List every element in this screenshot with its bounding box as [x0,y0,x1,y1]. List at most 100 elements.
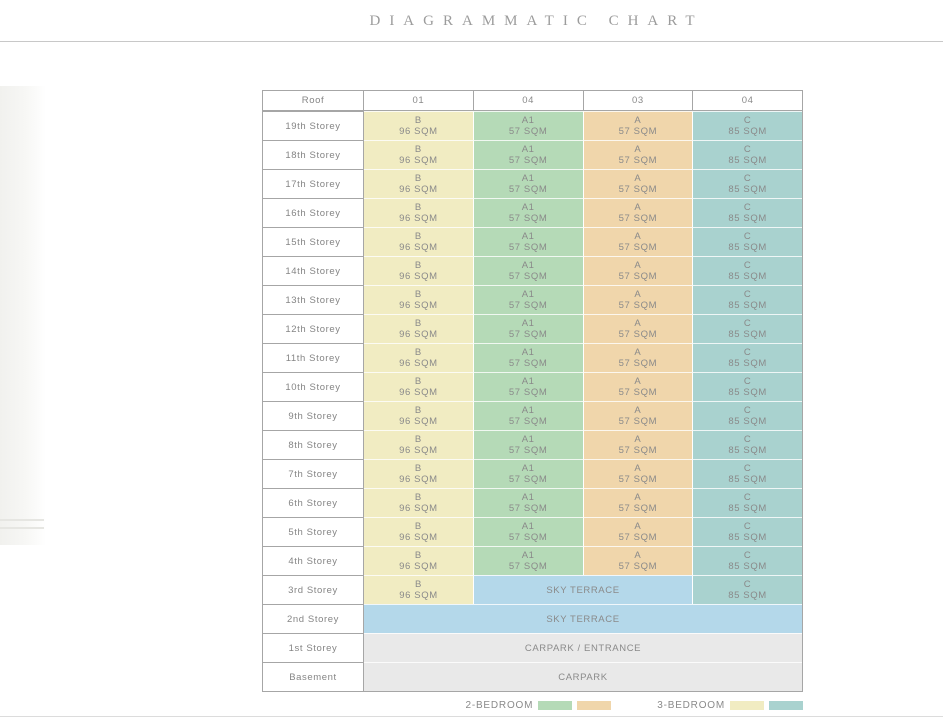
unit-type-label: C [743,347,752,358]
table-row: 12th Storey B 96 SQM A1 57 SQM A 57 SQM C 85 SQM [263,314,802,343]
unit-cell: C 85 SQM [692,227,802,256]
unit-type-label: A [634,376,642,387]
unit-area-label: 57 SQM [618,474,658,485]
unit-type-label: A1 [521,173,535,184]
unit-cell: C 85 SQM [692,575,802,604]
unit-area-label: 96 SQM [399,213,438,224]
unit-type-label: B [414,260,422,271]
unit-area-label: 85 SQM [728,126,767,137]
storey-label: 17th Storey [263,169,364,198]
unit-cell: C 85 SQM [692,372,802,401]
unit-type-label: A1 [521,405,535,416]
unit-cell: A 57 SQM [582,546,693,575]
unit-cell: A1 57 SQM [472,285,583,314]
table-row: 8th Storey B 96 SQM A1 57 SQM A 57 SQM C 85 SQM [263,430,802,459]
page-header: DIAGRAMMATIC CHART [130,12,943,30]
unit-area-label: 96 SQM [399,416,438,427]
unit-type-label: B [414,463,422,474]
table-row: 15th Storey B 96 SQM A1 57 SQM A 57 SQM C 85 SQM [263,227,802,256]
unit-type-label: CARPARK / ENTRANCE [524,642,642,654]
table-row: 3rd Storey B 96 SQM SKY TERRACE C 85 SQM [263,575,802,604]
unit-type-label: A [634,521,642,532]
left-edge-artifact [0,86,46,545]
unit-cell: A 57 SQM [582,198,693,227]
table-row: 17th Storey B 96 SQM A1 57 SQM A 57 SQM C 85 SQM [263,169,802,198]
unit-type-label: B [414,231,422,242]
unit-area-label: 57 SQM [618,329,658,340]
unit-cell: C 85 SQM [692,546,802,575]
unit-area-label: 57 SQM [508,532,548,543]
unit-area-label: 57 SQM [508,184,548,195]
unit-area-label: 57 SQM [508,474,548,485]
page-title: DIAGRAMMATIC CHART [369,13,704,29]
unit-area-label: 57 SQM [618,561,658,572]
unit-cell: A1 57 SQM [472,169,583,198]
unit-cell: A 57 SQM [582,343,693,372]
unit-type-label: B [414,202,422,213]
header-row: Roof 01 04 03 04 [263,91,802,111]
legend-group: 2-BEDROOM [465,700,612,711]
storey-label: 14th Storey [263,256,364,285]
storey-label: Basement [263,662,364,691]
unit-area-label: 96 SQM [399,445,438,456]
column-header: 04 [692,91,802,110]
unit-cell: A 57 SQM [582,227,693,256]
unit-area-label: 57 SQM [618,445,658,456]
table-row: 5th Storey B 96 SQM A1 57 SQM A 57 SQM C 85 SQM [263,517,802,546]
unit-area-label: 57 SQM [508,213,548,224]
carpark-cell: CARPARK [364,662,802,691]
unit-type-label: C [743,144,752,155]
table-row: 18th Storey B 96 SQM A1 57 SQM A 57 SQM C 85 SQM [263,140,802,169]
left-edge-smudge [0,527,44,529]
unit-cell: C 85 SQM [692,430,802,459]
unit-cell: A 57 SQM [582,372,693,401]
unit-type-label: A [634,405,642,416]
title-divider [0,41,943,42]
unit-cell: C 85 SQM [692,169,802,198]
storey-label: 12th Storey [263,314,364,343]
unit-cell: C 85 SQM [692,488,802,517]
unit-area-label: 85 SQM [728,242,767,253]
unit-type-label: B [414,376,422,387]
unit-type-label: A1 [521,492,535,503]
unit-type-label: C [743,579,752,590]
table-row: 14th Storey B 96 SQM A1 57 SQM A 57 SQM C 85 SQM [263,256,802,285]
unit-area-label: 57 SQM [618,242,658,253]
column-header: 03 [582,91,693,110]
unit-cell: A1 57 SQM [472,517,583,546]
table-row: 2nd Storey SKY TERRACE [263,604,802,633]
unit-area-label: 96 SQM [399,184,438,195]
table-row: 4th Storey B 96 SQM A1 57 SQM A 57 SQM C 85 SQM [263,546,802,575]
unit-cell: C 85 SQM [692,459,802,488]
unit-area-label: 57 SQM [618,503,658,514]
unit-area-label: 96 SQM [399,300,438,311]
storey-label: 18th Storey [263,140,364,169]
unit-type-label: A [634,289,642,300]
unit-cell: C 85 SQM [692,256,802,285]
unit-type-label: A1 [521,463,535,474]
unit-type-label: C [743,521,752,532]
unit-type-label: A [634,347,642,358]
storey-label: 13th Storey [263,285,364,314]
legend: 2-BEDROOM 3-BEDROOM [262,698,803,712]
unit-cell: C 85 SQM [692,343,802,372]
unit-cell: C 85 SQM [692,517,802,546]
unit-cell: C 85 SQM [692,198,802,227]
storey-label: 1st Storey [263,633,364,662]
unit-area-label: 96 SQM [399,329,438,340]
table-row: 9th Storey B 96 SQM A1 57 SQM A 57 SQM C 85 SQM [263,401,802,430]
unit-cell: A1 57 SQM [472,372,583,401]
unit-area-label: 85 SQM [728,590,767,601]
unit-area-label: 57 SQM [508,387,548,398]
unit-type-label: A [634,434,642,445]
storey-label: 8th Storey [263,430,364,459]
unit-cell: A1 57 SQM [472,343,583,372]
unit-cell: C 85 SQM [692,111,802,140]
unit-cell: A 57 SQM [582,517,693,546]
orange-swatch [577,700,612,710]
unit-type-label: C [743,289,752,300]
unit-cell: A1 57 SQM [472,314,583,343]
unit-type-label: B [414,115,422,126]
unit-area-label: 57 SQM [508,271,548,282]
unit-type-label: C [743,318,752,329]
